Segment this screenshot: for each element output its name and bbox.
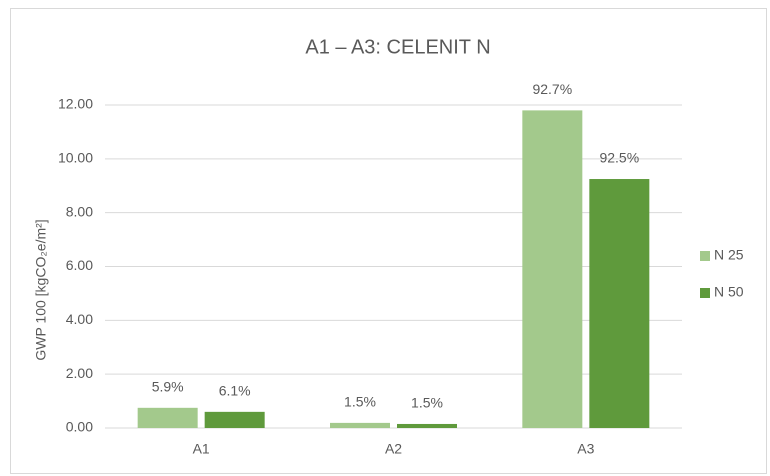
- chart-title: A1 – A3: CELENIT N: [305, 36, 490, 58]
- y-axis-label: GWP 100 [kgCO₂e/m²]: [33, 219, 49, 360]
- legend-label: N 25: [714, 247, 744, 263]
- y-tick-label: 0.00: [66, 419, 93, 435]
- bar: [522, 110, 583, 428]
- y-tick-label: 8.00: [66, 203, 93, 219]
- data-label: 6.1%: [219, 383, 251, 399]
- y-tick-label: 6.00: [66, 257, 93, 273]
- data-label: 1.5%: [344, 394, 376, 410]
- chart-frame: [10, 8, 767, 474]
- bar: [137, 407, 198, 428]
- bar: [204, 411, 265, 428]
- y-tick-label: 12.00: [58, 96, 93, 112]
- x-tick-label: A1: [193, 441, 210, 457]
- data-label: 5.9%: [152, 379, 184, 395]
- y-tick-label: 4.00: [66, 311, 93, 327]
- y-tick-label: 10.00: [58, 150, 93, 166]
- data-label: 1.5%: [411, 395, 443, 411]
- bar: [589, 179, 650, 428]
- data-label: 92.5%: [599, 150, 639, 166]
- bar: [397, 423, 457, 428]
- x-tick-label: A2: [385, 441, 402, 457]
- y-tick-label: 2.00: [66, 365, 93, 381]
- legend-swatch: [700, 251, 710, 261]
- bar: [330, 422, 390, 428]
- data-label: 92.7%: [532, 81, 572, 97]
- x-tick-label: A3: [577, 441, 594, 457]
- legend-swatch: [700, 288, 710, 298]
- legend-label: N 50: [714, 284, 744, 300]
